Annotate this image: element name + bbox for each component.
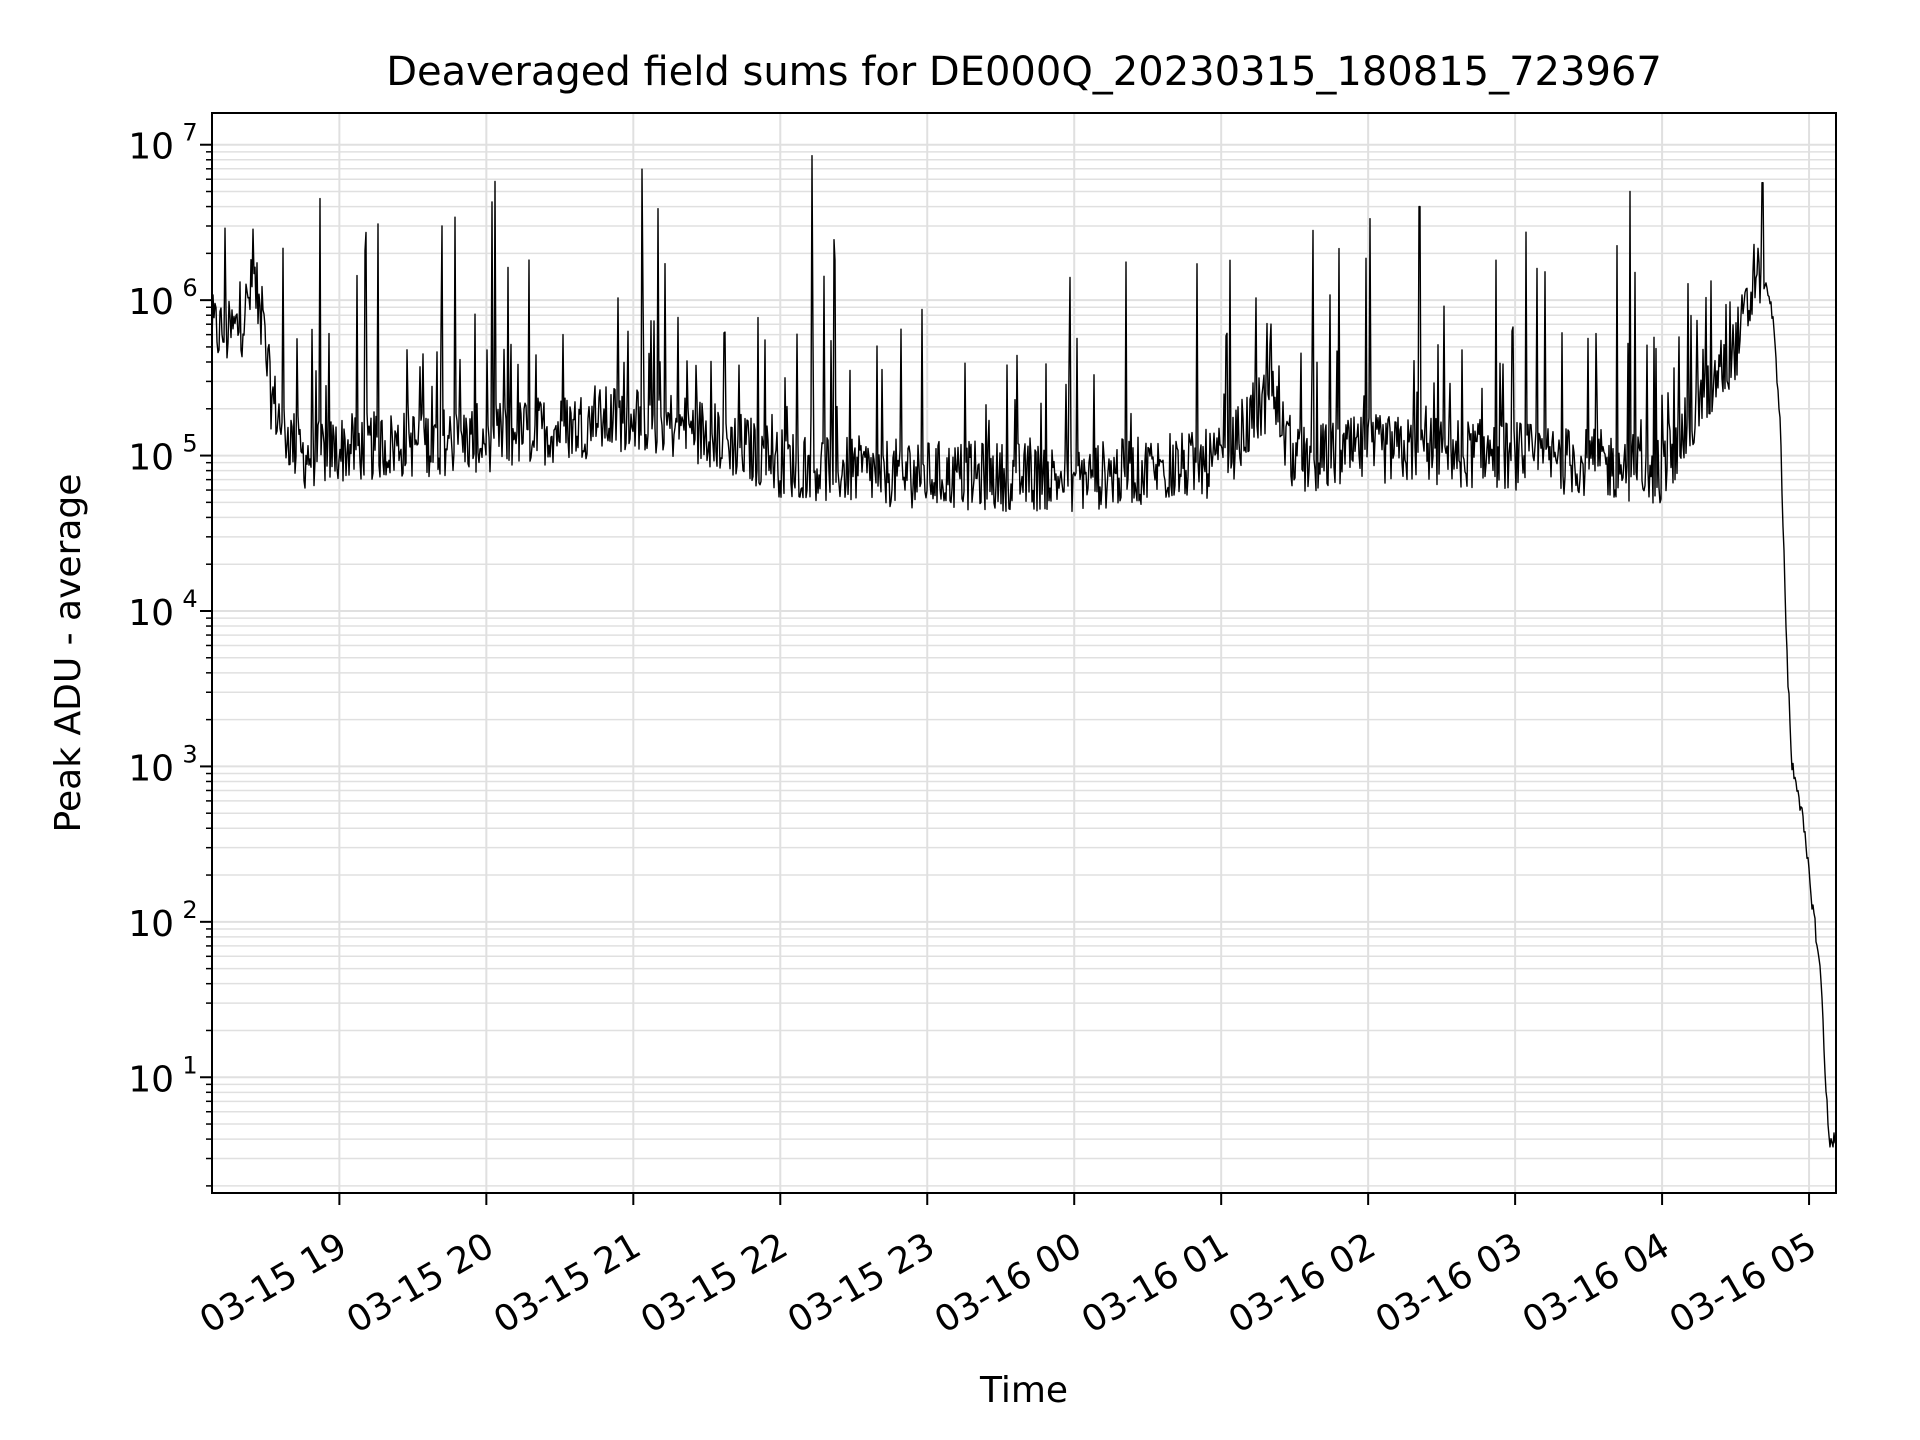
y-axis-label: Peak ADU - average <box>48 474 89 833</box>
y-tick-label-base: 10 <box>128 1059 174 1100</box>
y-tick-label: 10 <box>128 127 174 168</box>
y-tick-label-exponent: 7 <box>182 119 197 147</box>
y-tick-label-base: 10 <box>128 127 174 168</box>
y-tick-label-exponent: 4 <box>182 585 197 613</box>
series-line <box>211 154 1837 1148</box>
y-tick-label-base: 10 <box>128 904 174 945</box>
plot-frame <box>211 112 1837 1194</box>
y-tick-label: 10 <box>128 593 174 634</box>
y-tick-label-base: 10 <box>128 282 174 323</box>
y-tick-label-exponent: 2 <box>182 896 197 924</box>
x-axis-label: Time <box>979 1370 1068 1411</box>
y-tick-label: 10 <box>128 748 174 789</box>
y-tick-label-base: 10 <box>128 593 174 634</box>
y-tick-label: 10 <box>128 1059 174 1100</box>
y-tick-label-exponent: 3 <box>182 740 197 768</box>
y-tick-label: 10 <box>128 904 174 945</box>
y-tick-label-exponent: 5 <box>182 430 197 458</box>
chart-title: Deaveraged field sums for DE000Q_2023031… <box>386 49 1662 95</box>
y-tick-label-exponent: 6 <box>182 274 197 302</box>
y-tick-label-base: 10 <box>128 438 174 479</box>
data-series <box>211 154 1837 1148</box>
grid <box>212 113 1836 1193</box>
y-tick-label: 10 <box>128 282 174 323</box>
y-tick-label-base: 10 <box>128 748 174 789</box>
y-tick-label-exponent: 1 <box>182 1051 197 1079</box>
y-tick-label: 10 <box>128 438 174 479</box>
